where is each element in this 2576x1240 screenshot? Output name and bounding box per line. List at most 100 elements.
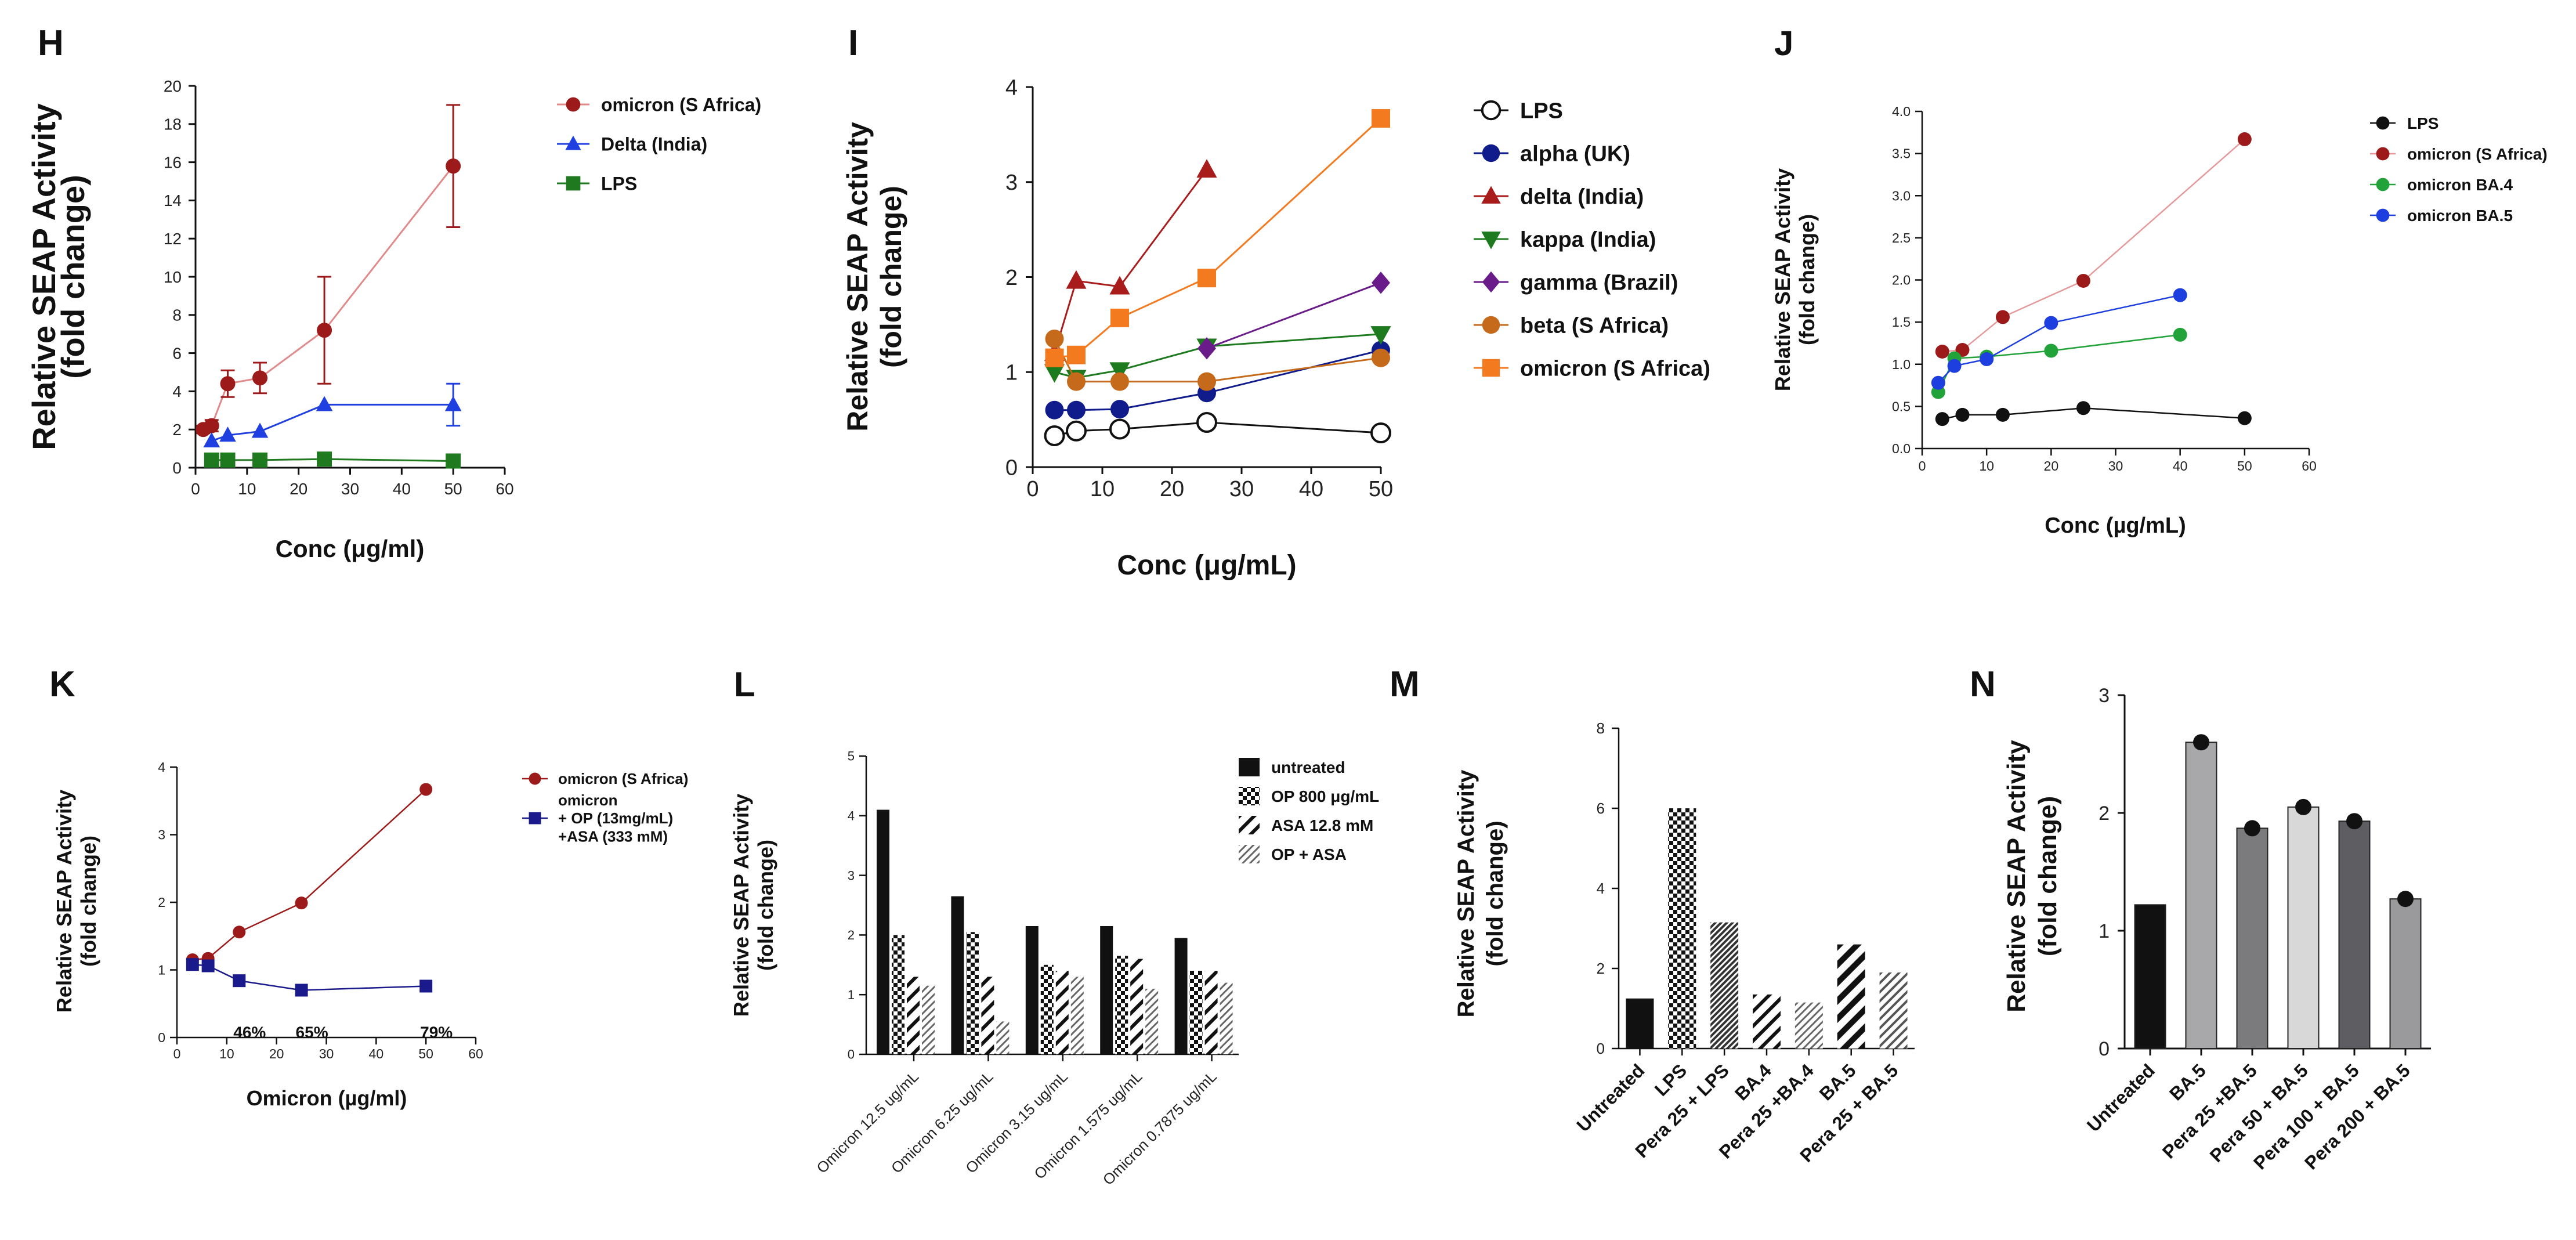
legend-label: omicron BA.5 — [2407, 207, 2513, 225]
y-tick-label: 2 — [1005, 266, 1018, 290]
y-axis-label: Relative SEAP Activity(fold change) — [841, 122, 907, 432]
data-point — [1109, 418, 1130, 440]
x-tick-label: Untreated — [2083, 1060, 2159, 1136]
y-tick-label: 4 — [1005, 75, 1018, 100]
data-point — [1947, 359, 1962, 373]
data-point — [1109, 276, 1130, 295]
data-point — [1980, 352, 1994, 367]
data-point — [2173, 327, 2187, 342]
data-point — [446, 453, 461, 469]
bar — [1189, 971, 1203, 1054]
y-axis-label: Relative SEAP Activity(fold change) — [1453, 769, 1508, 1018]
y-tick-label: 6 — [1597, 800, 1605, 817]
y-tick-label: 2 — [172, 421, 182, 439]
legend-label: beta (S Africa) — [1520, 314, 1669, 338]
y-tick-label: 20 — [164, 77, 182, 95]
data-point — [1931, 375, 1945, 390]
y-tick-label: 1 — [2099, 920, 2110, 942]
data-point — [316, 396, 333, 411]
x-tick-label: 10 — [238, 480, 256, 498]
bar — [996, 1021, 1010, 1054]
panel-label: N — [1970, 664, 1996, 704]
data-point — [252, 452, 268, 468]
x-tick-label: 60 — [495, 480, 513, 498]
x-tick-label: 20 — [269, 1046, 284, 1061]
bar — [1837, 944, 1865, 1049]
data-point — [2173, 288, 2187, 302]
data-point — [1110, 372, 1129, 391]
bar — [2287, 806, 2320, 1049]
data-point — [1067, 372, 1086, 391]
data-point — [419, 979, 433, 993]
panel-label: M — [1390, 664, 1420, 704]
y-axis-label-line: Relative SEAP Activity — [729, 794, 753, 1017]
legend-marker — [1481, 100, 1502, 121]
y-tick-label: 4 — [1597, 880, 1605, 897]
bar — [1055, 971, 1069, 1054]
bar — [981, 977, 994, 1054]
data-point — [204, 418, 219, 433]
y-axis-label-line: (fold change) — [77, 836, 100, 967]
series-line — [1206, 281, 1381, 349]
legend-marker — [529, 812, 541, 825]
y-tick-label: 2 — [2099, 802, 2110, 825]
data-point — [2295, 798, 2311, 815]
legend-marker — [1482, 359, 1500, 377]
x-tick-label: 0 — [1026, 477, 1039, 501]
y-axis-label: Relative SEAP Activity(fold change) — [26, 103, 91, 450]
x-tick-label: 40 — [369, 1046, 384, 1061]
annotation: 65% — [296, 1024, 328, 1042]
y-tick-label: 0 — [158, 1030, 165, 1045]
data-point — [220, 376, 236, 392]
data-point — [2044, 316, 2058, 330]
x-axis-label: Conc (μg/ml) — [276, 535, 425, 562]
y-tick-label: 3 — [2099, 685, 2110, 707]
legend-swatch — [1239, 787, 1260, 805]
y-tick-label: 4 — [848, 809, 855, 823]
legend-label: delta (India) — [1520, 185, 1644, 209]
data-point — [1196, 412, 1217, 433]
bar — [966, 932, 979, 1054]
panel-k: 0 1 2 3 4 Relative SEAP Activity(fold change)… — [49, 664, 688, 1110]
legend-marker — [1481, 186, 1501, 204]
y-tick-label: 0 — [2099, 1038, 2110, 1060]
y-axis-label-line: Relative SEAP Activity — [2002, 740, 2031, 1013]
panel-n: 0 1 2 3 Relative SEAP Activity (fold change)N… — [1970, 664, 2431, 1173]
data-point — [1066, 270, 1087, 289]
bar — [1130, 959, 1144, 1054]
panel-label: J — [1774, 24, 1793, 63]
y-tick-label: 8 — [1597, 720, 1605, 737]
data-point — [1067, 400, 1086, 420]
x-tick-label: 10 — [1979, 458, 1994, 473]
x-axis-label: Omicron (µg/ml) — [247, 1086, 407, 1110]
bar — [2338, 820, 2371, 1049]
data-point — [2044, 344, 2058, 358]
data-point — [1110, 400, 1129, 419]
data-point — [186, 958, 199, 971]
legend-marker — [1482, 144, 1500, 162]
data-point — [2237, 411, 2252, 425]
bar — [892, 935, 905, 1054]
y-tick-label: 2.5 — [1892, 230, 1911, 245]
x-tick-label: 10 — [219, 1046, 234, 1061]
data-point — [1197, 372, 1216, 391]
data-point — [252, 370, 268, 386]
bar — [2134, 904, 2166, 1049]
y-tick-label: 0.5 — [1892, 399, 1911, 414]
y-tick-label: 2 — [848, 928, 855, 942]
x-tick-label: 50 — [1369, 477, 1393, 501]
x-tick-label: 0 — [173, 1046, 181, 1061]
data-point — [2244, 820, 2260, 837]
data-point — [1935, 344, 1949, 359]
y-tick-label: 4.0 — [1892, 104, 1911, 119]
legend-marker — [566, 97, 581, 112]
y-tick-label: 2.0 — [1892, 273, 1911, 288]
y-tick-label: 1.0 — [1892, 357, 1911, 372]
data-point — [2076, 401, 2090, 415]
legend-label: LPS — [2407, 114, 2438, 132]
data-point — [446, 158, 461, 174]
y-axis-label: Relative SEAP Activity(fold change) — [2002, 740, 2062, 1013]
bar — [877, 809, 889, 1054]
data-point — [2076, 273, 2090, 288]
